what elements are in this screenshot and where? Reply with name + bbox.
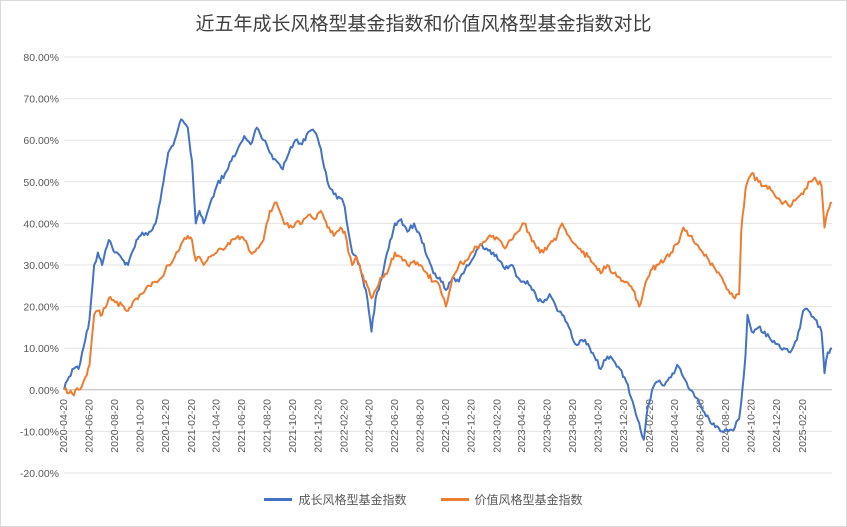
x-tick-label: 2023-12-20 xyxy=(618,399,630,453)
y-tick-label: -20.00% xyxy=(20,468,59,480)
y-tick-label: 30.00% xyxy=(23,260,59,272)
x-tick-label: 2020-12-20 xyxy=(160,399,172,453)
x-tick-label: 2022-08-20 xyxy=(414,399,426,453)
x-tick-label: 2023-08-20 xyxy=(567,399,579,453)
legend-swatch-value xyxy=(440,498,469,501)
x-tick-label: 2023-04-20 xyxy=(516,399,528,453)
x-tick-label: 2021-12-20 xyxy=(313,399,325,453)
x-tick-label: 2024-12-20 xyxy=(771,399,783,453)
y-axis-ticks: 80.00% 70.00% 60.00% 50.00% 40.00% 30.00% 20.0… xyxy=(20,52,59,480)
y-tick-label: 0.00% xyxy=(29,385,59,397)
x-tick-label: 2020-10-20 xyxy=(135,399,147,453)
legend-swatch-growth xyxy=(264,498,293,501)
x-tick-label: 2020-08-20 xyxy=(109,399,121,453)
x-tick-label: 2022-02-20 xyxy=(339,399,351,453)
x-tick-label: 2024-04-20 xyxy=(669,399,681,453)
y-tick-label: 40.00% xyxy=(23,218,59,230)
series-lines xyxy=(63,118,833,441)
y-tick-label: 10.00% xyxy=(23,343,59,355)
series-line-growth xyxy=(63,118,833,441)
x-tick-label: 2021-10-20 xyxy=(287,399,299,453)
y-tick-label: 20.00% xyxy=(23,302,59,314)
x-tick-label: 2022-06-20 xyxy=(389,399,401,453)
x-tick-label: 2021-02-20 xyxy=(186,399,198,453)
legend-item-value: 价值风格型基金指数 xyxy=(440,491,583,508)
x-tick-label: 2022-10-20 xyxy=(440,399,452,453)
x-tick-label: 2024-08-20 xyxy=(720,399,732,453)
x-tick-label: 2020-04-20 xyxy=(58,399,70,453)
x-tick-label: 2022-12-20 xyxy=(465,399,477,453)
y-tick-label: 60.00% xyxy=(23,135,59,147)
x-tick-label: 2022-04-20 xyxy=(363,399,375,453)
chart-title: 近五年成长风格型基金指数和价值风格型基金指数对比 xyxy=(195,13,652,35)
x-tick-label: 2021-06-20 xyxy=(236,399,248,453)
legend-item-growth: 成长风格型基金指数 xyxy=(264,491,407,508)
legend: 成长风格型基金指数 价值风格型基金指数 xyxy=(0,491,847,508)
legend-label-value: 价值风格型基金指数 xyxy=(474,493,583,507)
x-tick-label: 2023-10-20 xyxy=(593,399,605,453)
y-tick-label: 80.00% xyxy=(23,52,59,64)
x-tick-label: 2021-08-20 xyxy=(262,399,274,453)
series-line-value xyxy=(63,172,833,397)
x-tick-label: 2023-02-20 xyxy=(491,399,503,453)
x-tick-label: 2021-04-20 xyxy=(211,399,223,453)
y-tick-label: 50.00% xyxy=(23,177,59,189)
legend-label-growth: 成长风格型基金指数 xyxy=(298,493,407,507)
x-tick-label: 2025-02-20 xyxy=(797,399,809,453)
x-tick-label: 2020-06-20 xyxy=(84,399,96,453)
y-tick-label: -10.00% xyxy=(20,426,59,438)
x-axis-ticks: 2020-04-20 2020-06-20 2020-08-20 2020-10-20… xyxy=(58,399,809,453)
gridlines xyxy=(64,56,832,474)
x-tick-label: 2023-06-20 xyxy=(542,399,554,453)
y-tick-label: 70.00% xyxy=(23,94,59,106)
x-tick-label: 2024-10-20 xyxy=(746,399,758,453)
